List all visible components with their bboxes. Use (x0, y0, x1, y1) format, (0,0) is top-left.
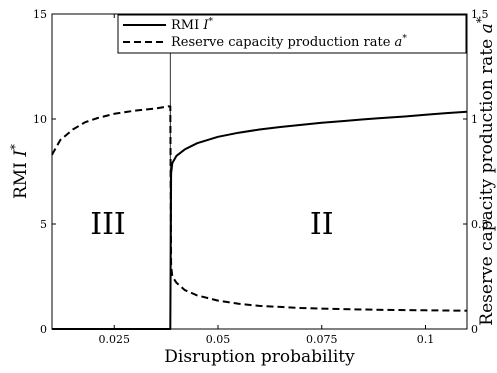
series-line-reserve-rate (51, 105, 468, 312)
legend: RMI I*Reserve capacity production rate a… (117, 14, 467, 54)
y-tick-label-left: 10 (33, 113, 47, 126)
x-tick-label: 0.1 (417, 333, 435, 346)
x-axis-label: Disruption probability (164, 347, 355, 367)
legend-entry-label: Reserve capacity production rate a* (171, 34, 407, 50)
plot-frame (51, 13, 468, 330)
region-label: II (310, 207, 334, 242)
tick-layer: 0.025 0.05 0.075 0.1 0 5 10 15 0 0.5 1 1.5 (33, 8, 489, 346)
x-tick-label: 0.05 (206, 333, 231, 346)
series-layer (51, 105, 468, 330)
y-axis-label-left-text: RMI I* (8, 144, 31, 199)
x-tick-label: 0.075 (306, 333, 338, 346)
y-axis-label-left: RMI I* (8, 144, 31, 199)
legend-box (117, 14, 467, 54)
y-tick-label-right: 0.5 (471, 218, 489, 231)
x-tick-label: 0.025 (99, 333, 131, 346)
region-label-layer: III II (90, 207, 333, 242)
y-tick-label-left: 0 (40, 323, 47, 336)
y-tick-label-right: 1.5 (471, 8, 489, 21)
region-label: III (90, 207, 126, 242)
y-axis-label-right: Reserve capacity production rate a* (474, 17, 497, 325)
y-tick-label-right: 0 (471, 323, 478, 336)
legend-entry-label: RMI I* (171, 17, 214, 33)
y-tick-label-right: 1 (471, 113, 478, 126)
y-tick-label-left: 5 (40, 218, 47, 231)
y-tick-label-left: 15 (33, 8, 47, 21)
y-axis-label-right-text: Reserve capacity production rate a* (474, 17, 497, 325)
